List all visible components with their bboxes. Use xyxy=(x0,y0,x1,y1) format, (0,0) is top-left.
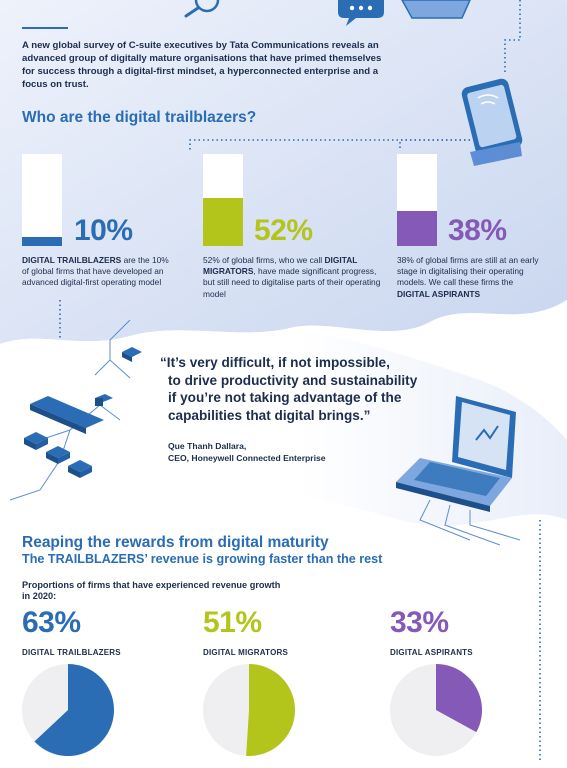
pie-slice-aspirants xyxy=(436,664,482,733)
trailblazers-heading: Who are the digital trailblazers? xyxy=(22,109,257,126)
quote: “It’s very difficult, if not impossible,… xyxy=(160,354,480,425)
quote-line: to drive productivity and sustainability xyxy=(168,372,418,388)
migrators-share-bar xyxy=(203,154,243,246)
chat-bubble-icon xyxy=(338,0,384,26)
pie-slice-trailblazers xyxy=(34,664,114,756)
trailblazers-growth-pct: 63% xyxy=(22,606,81,639)
trailblazers-description: DIGITAL TRAILBLAZERS are the 10% of glob… xyxy=(22,255,169,288)
trailblazers-pie-label: DIGITAL TRAILBLAZERS xyxy=(22,648,121,657)
smartphone-icon xyxy=(461,78,523,166)
quote-line: if you’re not taking advantage of the xyxy=(168,390,402,406)
proportion-label: Proportions of firms that have experienc… xyxy=(22,580,281,602)
quote-line: capabilities that digital brings.” xyxy=(168,408,371,424)
network-diagram-icon xyxy=(9,319,142,501)
laptop-icon xyxy=(396,396,521,546)
trailblazers-growth-pie xyxy=(22,664,114,756)
trailblazers-share-fill xyxy=(22,236,62,246)
migrators-growth-pct: 51% xyxy=(203,606,262,639)
migrators-share-pct: 52% xyxy=(254,214,313,247)
migrators-description: 52% of global firms, who we call DIGITAL… xyxy=(203,255,381,299)
trailblazers-share-pct: 10% xyxy=(74,214,133,247)
migrators-pie-label: DIGITAL MIGRATORS xyxy=(203,648,289,657)
device-icon xyxy=(401,0,471,19)
aspirants-growth-pie xyxy=(390,664,482,756)
rewards-heading: Reaping the rewards from digital maturit… xyxy=(22,534,329,551)
rewards-subheading: The TRAILBLAZERS’ revenue is growing fas… xyxy=(22,552,383,566)
quote-attribution: Que Thanh Dallara, CEO, Honeywell Connec… xyxy=(168,440,326,465)
migrators-share-fill xyxy=(203,198,243,246)
aspirants-share-bar xyxy=(397,154,437,246)
trailblazers-share-bar xyxy=(22,154,62,246)
quote-author-role: CEO, Honeywell Connected Enterprise xyxy=(168,453,326,464)
quote-line: “It’s very difficult, if not impossible, xyxy=(160,355,390,370)
aspirants-share-fill xyxy=(397,211,437,246)
quote-author: Que Thanh Dallara, xyxy=(168,441,247,451)
intro-paragraph: A new global survey of C-suite executive… xyxy=(22,40,382,90)
aspirants-pie-label: DIGITAL ASPIRANTS xyxy=(390,648,473,657)
aspirants-description: 38% of global firms are still at an earl… xyxy=(397,255,539,299)
pie-slice-migrators xyxy=(246,664,295,756)
magnifier-icon xyxy=(184,0,220,18)
intro-rule xyxy=(22,27,68,29)
aspirants-share-pct: 38% xyxy=(448,214,507,247)
aspirants-growth-pct: 33% xyxy=(390,606,449,639)
migrators-growth-pie xyxy=(203,664,295,756)
